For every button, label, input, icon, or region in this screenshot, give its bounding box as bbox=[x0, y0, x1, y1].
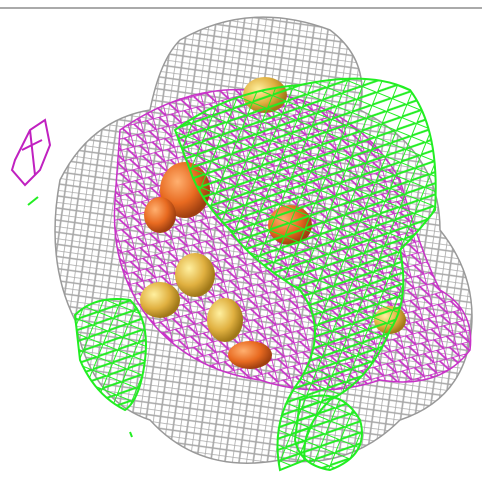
atom bbox=[175, 253, 215, 297]
magenta-fragment bbox=[10, 118, 52, 187]
atom bbox=[228, 341, 272, 369]
green-mesh-bottom bbox=[293, 394, 363, 472]
green-mesh-main bbox=[173, 77, 437, 472]
atom bbox=[140, 282, 180, 318]
atom bbox=[144, 197, 176, 233]
green-fragment bbox=[27, 196, 39, 206]
green-mesh-left bbox=[73, 298, 147, 412]
atom bbox=[207, 298, 243, 342]
green-fragment bbox=[129, 431, 133, 438]
